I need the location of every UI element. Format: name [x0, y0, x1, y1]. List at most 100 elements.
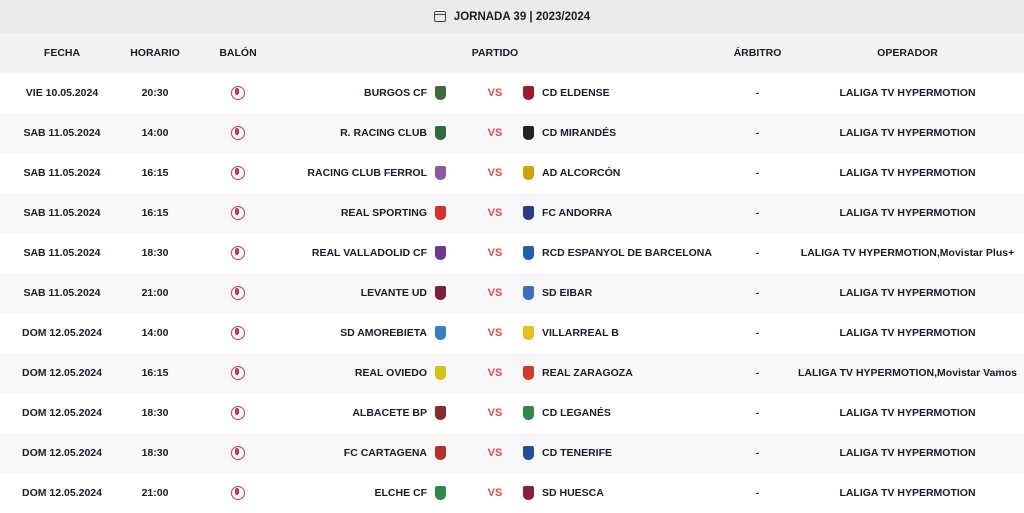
broadcaster: LALIGA TV HYPERMOTION [839, 207, 976, 219]
broadcaster: LALIGA TV HYPERMOTION,Movistar Plus+ [800, 247, 1015, 259]
referee: - [755, 367, 760, 379]
away-crest-icon [523, 126, 534, 140]
broadcaster: LALIGA TV HYPERMOTION [839, 327, 976, 339]
broadcaster: LALIGA TV HYPERMOTION [839, 167, 976, 179]
away-team-name: CD LEGANÉS [542, 407, 611, 419]
away-team[interactable]: CD ELDENSE [523, 73, 610, 113]
match-row[interactable]: DOM 12.05.2024 18:30 FC CARTAGENA VS CD … [0, 433, 1024, 473]
away-crest-icon [523, 166, 534, 180]
match-time: 14:00 [141, 127, 169, 139]
vs-label: VS [487, 367, 503, 379]
home-crest-icon [435, 366, 446, 380]
match-date: SAB 11.05.2024 [23, 207, 101, 219]
home-team[interactable]: ELCHE CF [374, 473, 446, 513]
vs-label: VS [487, 207, 503, 219]
home-crest-icon [435, 126, 446, 140]
col-balon: BALÓN [219, 47, 257, 59]
match-row[interactable]: SAB 11.05.2024 18:30 REAL VALLADOLID CF … [0, 233, 1024, 273]
home-crest-icon [435, 486, 446, 500]
away-team-name: FC ANDORRA [542, 207, 613, 219]
match-time: 21:00 [141, 287, 169, 299]
ball-icon [231, 166, 245, 181]
match-row[interactable]: VIE 10.05.2024 20:30 BURGOS CF VS CD ELD… [0, 73, 1024, 113]
home-team-name: LEVANTE UD [360, 287, 427, 299]
vs-label: VS [487, 287, 503, 299]
home-team[interactable]: RACING CLUB FERROL [307, 153, 446, 193]
home-crest-icon [435, 446, 446, 460]
away-team[interactable]: FC ANDORRA [523, 193, 612, 233]
vs-label: VS [487, 447, 503, 459]
ball-cell [208, 153, 268, 193]
home-team[interactable]: LEVANTE UD [361, 273, 446, 313]
match-row[interactable]: SAB 11.05.2024 21:00 LEVANTE UD VS SD EI… [0, 273, 1024, 313]
ball-cell [208, 433, 268, 473]
away-team[interactable]: CD TENERIFE [523, 433, 612, 473]
referee: - [755, 87, 760, 99]
home-team-name: FC CARTAGENA [343, 447, 427, 459]
away-team[interactable]: SD EIBAR [523, 273, 592, 313]
home-team[interactable]: REAL VALLADOLID CF [312, 233, 446, 273]
home-team[interactable]: BURGOS CF [364, 73, 446, 113]
match-time: 14:00 [141, 327, 169, 339]
away-team-name: SD EIBAR [542, 287, 593, 299]
match-row[interactable]: SAB 11.05.2024 14:00 R. RACING CLUB VS C… [0, 113, 1024, 153]
match-time: 18:30 [141, 447, 169, 459]
home-team[interactable]: SD AMOREBIETA [340, 313, 446, 353]
away-crest-icon [523, 286, 534, 300]
referee: - [755, 127, 760, 139]
away-team-name: VILLARREAL B [542, 327, 619, 339]
ball-cell [208, 313, 268, 353]
away-crest-icon [523, 206, 534, 220]
ball-cell [208, 273, 268, 313]
away-crest-icon [523, 86, 534, 100]
home-team[interactable]: R. RACING CLUB [340, 113, 446, 153]
ball-icon [231, 486, 245, 501]
match-row[interactable]: DOM 12.05.2024 18:30 ALBACETE BP VS CD L… [0, 393, 1024, 433]
referee: - [755, 207, 760, 219]
home-crest-icon [435, 406, 446, 420]
away-team[interactable]: VILLARREAL B [523, 313, 619, 353]
match-row[interactable]: SAB 11.05.2024 16:15 REAL SPORTING VS FC… [0, 193, 1024, 233]
away-team-name: CD ELDENSE [542, 87, 610, 99]
col-horario: HORARIO [130, 47, 180, 59]
calendar-icon [433, 11, 446, 22]
match-date: DOM 12.05.2024 [22, 487, 102, 499]
home-team-name: ELCHE CF [374, 487, 428, 499]
ball-icon [231, 326, 245, 341]
ball-icon [231, 446, 245, 461]
away-crest-icon [523, 486, 534, 500]
match-date: SAB 11.05.2024 [23, 247, 101, 259]
away-team[interactable]: CD LEGANÉS [523, 393, 611, 433]
away-team[interactable]: AD ALCORCÓN [523, 153, 620, 193]
home-team[interactable]: FC CARTAGENA [344, 433, 446, 473]
ball-cell [208, 233, 268, 273]
home-crest-icon [435, 286, 446, 300]
away-team[interactable]: REAL ZARAGOZA [523, 353, 633, 393]
match-row[interactable]: SAB 11.05.2024 16:15 RACING CLUB FERROL … [0, 153, 1024, 193]
ball-icon [231, 126, 245, 141]
vs-label: VS [487, 327, 503, 339]
home-crest-icon [435, 326, 446, 340]
home-team[interactable]: ALBACETE BP [352, 393, 446, 433]
home-team-name: REAL VALLADOLID CF [311, 247, 427, 259]
away-crest-icon [523, 406, 534, 420]
away-team[interactable]: CD MIRANDÉS [523, 113, 616, 153]
match-row[interactable]: DOM 12.05.2024 16:15 REAL OVIEDO VS REAL… [0, 353, 1024, 393]
broadcaster: LALIGA TV HYPERMOTION [839, 447, 976, 459]
referee: - [755, 407, 760, 419]
home-team[interactable]: REAL SPORTING [341, 193, 446, 233]
table-header: FECHA HORARIO BALÓN PARTIDO ÁRBITRO OPER… [0, 33, 1024, 73]
away-team-name: RCD ESPANYOL DE BARCELONA [542, 247, 712, 259]
away-team-name: CD TENERIFE [542, 447, 613, 459]
match-date: VIE 10.05.2024 [25, 87, 99, 99]
match-row[interactable]: DOM 12.05.2024 14:00 SD AMOREBIETA VS VI… [0, 313, 1024, 353]
away-team[interactable]: RCD ESPANYOL DE BARCELONA [523, 233, 712, 273]
match-row[interactable]: DOM 12.05.2024 21:00 ELCHE CF VS SD HUES… [0, 473, 1024, 513]
home-team[interactable]: REAL OVIEDO [355, 353, 446, 393]
col-arbitro: ÁRBITRO [733, 47, 782, 59]
home-crest-icon [435, 166, 446, 180]
away-team[interactable]: SD HUESCA [523, 473, 604, 513]
match-date: DOM 12.05.2024 [22, 407, 102, 419]
referee: - [755, 447, 760, 459]
ball-cell [208, 73, 268, 113]
